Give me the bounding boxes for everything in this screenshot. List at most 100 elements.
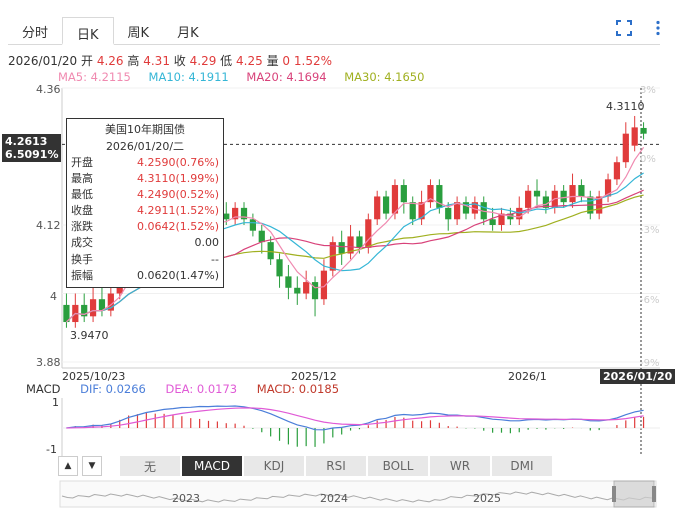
low-annotation: 3.9470 bbox=[70, 329, 109, 342]
dif-line bbox=[66, 405, 644, 431]
dea-line bbox=[66, 407, 644, 429]
tooltip-label: 涨跌 bbox=[71, 220, 93, 234]
candle-body bbox=[560, 190, 567, 203]
ma10-label: MA10: 4.1911 bbox=[148, 70, 229, 84]
tooltip-value: 4.3110(1.99%) bbox=[136, 172, 219, 186]
tooltip-row-close: 收盘 4.2911(1.52%) bbox=[71, 203, 219, 219]
candle-body bbox=[285, 276, 292, 288]
candle-body bbox=[604, 179, 612, 197]
toolbar-icons bbox=[616, 20, 666, 36]
current-price-marker: 4.2613 6.5091% bbox=[2, 134, 62, 162]
navigator-range-selector bbox=[613, 480, 655, 508]
tooltip-row-low: 最低 4.2490(0.52%) bbox=[71, 187, 219, 203]
candle-body bbox=[107, 293, 114, 311]
tab-weekly-k[interactable]: 周K bbox=[127, 26, 150, 41]
indicator-rsi-button[interactable]: RSI bbox=[306, 456, 366, 476]
candle-body bbox=[374, 196, 381, 220]
ma5-label: MA5: 4.2115 bbox=[58, 70, 131, 84]
candle-body bbox=[631, 127, 638, 146]
tooltip-row-amplitude: 振幅 0.0620(1.47%) bbox=[71, 268, 219, 284]
candle-body bbox=[462, 202, 470, 214]
candle-body bbox=[294, 287, 301, 294]
macd-legend: MACD DIF: 0.0266 DEA: 0.0173 MACD: 0.018… bbox=[26, 382, 355, 396]
candle-body bbox=[622, 133, 629, 163]
indicator-kdj-button[interactable]: KDJ bbox=[244, 456, 304, 476]
tab-daily-k[interactable]: 日K bbox=[62, 17, 114, 45]
candle-body bbox=[569, 185, 576, 203]
close-label: 收 bbox=[173, 54, 186, 68]
macd-y-label-neg1: -1 bbox=[46, 443, 57, 456]
candle-body bbox=[445, 207, 452, 220]
y-right-label-neg3pct: -3% bbox=[640, 225, 659, 236]
nav-label-2023: 2023 bbox=[172, 492, 200, 505]
macd-value-label: MACD: 0.0185 bbox=[256, 382, 340, 396]
tooltip-label: 振幅 bbox=[71, 268, 93, 282]
indicator-none-button[interactable]: 无 bbox=[120, 456, 180, 476]
high-value: 4.31 bbox=[143, 54, 170, 68]
candle-body bbox=[356, 236, 363, 248]
y-right-label-neg6pct: -6% bbox=[640, 295, 659, 306]
y-right-label-3pct: 3% bbox=[640, 85, 656, 96]
quote-info-line: 2026/01/20 开 4.26 高 4.31 收 4.29 低 4.25 量… bbox=[8, 52, 332, 69]
candle-body bbox=[329, 242, 336, 271]
candle-body bbox=[498, 213, 505, 225]
scroll-down-arrow-icon[interactable]: ▼ bbox=[82, 456, 102, 476]
macd-y-label-1: 1 bbox=[52, 396, 59, 409]
y-label-4-12: 4.12 bbox=[36, 219, 61, 232]
candle-body bbox=[240, 207, 248, 220]
candle-body bbox=[98, 299, 106, 311]
indicator-toolbar: ▲ ▼ 无 MACD KDJ RSI BOLL WR DMI bbox=[58, 456, 552, 476]
fullscreen-icon[interactable] bbox=[616, 20, 632, 36]
candle-body bbox=[311, 282, 319, 300]
candle-body bbox=[391, 185, 399, 214]
tooltip-label: 最低 bbox=[71, 188, 93, 202]
tooltip-label: 收盘 bbox=[71, 204, 93, 218]
indicator-macd-button[interactable]: MACD bbox=[182, 456, 242, 476]
y-right-label-0pct: 0% bbox=[640, 154, 656, 165]
tooltip-row-turnover: 成交 0.00 bbox=[71, 235, 219, 251]
indicator-wr-button[interactable]: WR bbox=[430, 456, 490, 476]
candle-body bbox=[409, 202, 416, 220]
candle-body bbox=[596, 196, 603, 214]
dif-label: DIF: 0.0266 bbox=[80, 382, 146, 396]
open-label: 开 bbox=[81, 54, 94, 68]
candle-body bbox=[587, 196, 594, 214]
tooltip-row-change: 涨跌 0.0642(1.52%) bbox=[71, 219, 219, 235]
candle-body bbox=[533, 190, 541, 197]
current-price: 4.2613 bbox=[5, 135, 48, 148]
candle-body bbox=[89, 299, 97, 317]
ma30-label: MA30: 4.1650 bbox=[344, 70, 425, 84]
tooltip-row-open: 开盘 4.2590(0.76%) bbox=[71, 155, 219, 171]
candle-body bbox=[542, 196, 550, 208]
candle-body bbox=[640, 127, 647, 134]
more-options-icon[interactable] bbox=[650, 20, 666, 36]
tooltip-label: 最高 bbox=[71, 172, 93, 186]
low-label: 低 bbox=[220, 54, 233, 68]
candle-body bbox=[578, 185, 585, 197]
ma20-label: MA20: 4.1694 bbox=[246, 70, 327, 84]
candle-body bbox=[516, 207, 523, 220]
tooltip-date: 2026/01/20/二 bbox=[105, 140, 185, 153]
indicator-dmi-button[interactable]: DMI bbox=[492, 456, 552, 476]
candle-body bbox=[63, 304, 70, 323]
tooltip-value: 0.0620(1.47%) bbox=[136, 268, 219, 282]
candle-body bbox=[382, 196, 390, 214]
open-value: 4.26 bbox=[96, 54, 124, 68]
tooltip-label: 换手 bbox=[71, 252, 93, 266]
tooltip-value: 4.2590(0.76%) bbox=[136, 156, 219, 169]
tooltip-label: 成交 bbox=[71, 236, 93, 250]
candle-body bbox=[338, 242, 345, 254]
tooltip-row-high: 最高 4.3110(1.99%) bbox=[71, 171, 219, 187]
candle-body bbox=[480, 202, 487, 220]
tab-monthly-k[interactable]: 月K bbox=[177, 26, 199, 41]
tooltip-row-turnover-rate: 换手 -- bbox=[71, 252, 219, 268]
scroll-up-arrow-icon[interactable]: ▲ bbox=[58, 456, 78, 476]
candle-body bbox=[418, 202, 425, 220]
tab-intraday[interactable]: 分时 bbox=[22, 26, 49, 41]
tooltip-label: 开盘 bbox=[71, 156, 93, 169]
indicator-boll-button[interactable]: BOLL bbox=[368, 456, 428, 476]
quote-date: 2026/01/20 bbox=[8, 54, 78, 68]
tooltip-value: 0.00 bbox=[194, 236, 220, 250]
period-tabs: 分时 日K 周K 月K bbox=[8, 16, 660, 45]
navigator-handle-right bbox=[652, 486, 656, 502]
